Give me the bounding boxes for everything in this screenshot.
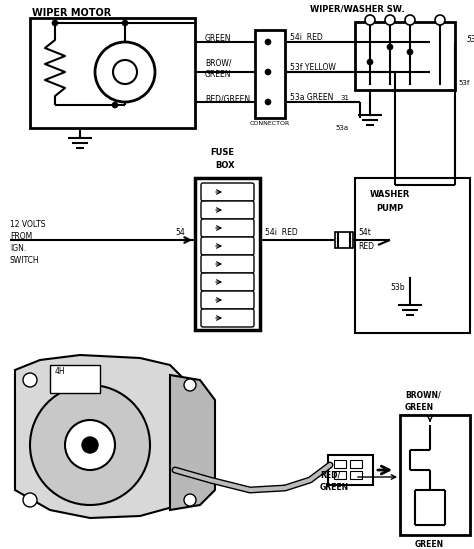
Text: 53a GREEN: 53a GREEN xyxy=(290,93,333,102)
Bar xyxy=(400,415,470,535)
Text: GREEN: GREEN xyxy=(320,483,349,492)
Circle shape xyxy=(367,59,373,65)
Circle shape xyxy=(405,15,415,25)
Text: 54i  RED: 54i RED xyxy=(265,228,298,237)
Circle shape xyxy=(95,42,155,102)
Circle shape xyxy=(378,213,442,277)
Text: 536: 536 xyxy=(467,35,474,44)
Bar xyxy=(195,178,260,330)
Circle shape xyxy=(435,15,445,25)
Circle shape xyxy=(30,385,150,505)
FancyBboxPatch shape xyxy=(201,255,254,273)
Circle shape xyxy=(265,39,271,45)
Bar xyxy=(30,18,195,128)
Text: 12 VOLTS: 12 VOLTS xyxy=(10,220,46,229)
Bar xyxy=(335,232,353,248)
Text: GREEN: GREEN xyxy=(205,34,231,43)
Bar xyxy=(328,455,373,485)
Text: RED/GREEN: RED/GREEN xyxy=(205,94,250,103)
Circle shape xyxy=(407,49,413,55)
Text: GREEN: GREEN xyxy=(205,70,231,79)
Text: BROW/: BROW/ xyxy=(205,58,231,67)
Circle shape xyxy=(184,379,196,391)
Circle shape xyxy=(122,20,128,26)
Circle shape xyxy=(387,44,393,50)
Text: 53b: 53b xyxy=(390,283,405,292)
FancyBboxPatch shape xyxy=(201,291,254,309)
Text: 4H: 4H xyxy=(55,367,65,376)
Text: FUSE: FUSE xyxy=(210,148,234,157)
Text: RED/: RED/ xyxy=(320,470,340,479)
Text: IGN.: IGN. xyxy=(10,244,26,253)
Circle shape xyxy=(265,69,271,75)
Text: WIPER/WASHER SW.: WIPER/WASHER SW. xyxy=(310,5,405,14)
Text: RED: RED xyxy=(358,242,374,251)
FancyBboxPatch shape xyxy=(201,183,254,201)
Text: WASHER: WASHER xyxy=(370,190,410,199)
Bar xyxy=(255,30,285,118)
FancyBboxPatch shape xyxy=(201,219,254,237)
Circle shape xyxy=(82,437,98,453)
Text: 53f YELLOW: 53f YELLOW xyxy=(290,63,336,72)
Circle shape xyxy=(184,494,196,506)
Text: WIPER MOTOR: WIPER MOTOR xyxy=(32,8,111,18)
Text: BOX: BOX xyxy=(215,161,235,170)
Bar xyxy=(355,178,470,333)
Text: GREEN: GREEN xyxy=(405,403,434,412)
Circle shape xyxy=(265,99,271,105)
Text: GREEN: GREEN xyxy=(415,540,444,549)
Circle shape xyxy=(365,15,375,25)
Text: CONNECTOR: CONNECTOR xyxy=(250,121,290,126)
Bar xyxy=(402,185,418,201)
Text: 54: 54 xyxy=(175,228,185,237)
Text: 53a: 53a xyxy=(335,125,348,131)
Text: SWITCH: SWITCH xyxy=(10,256,40,265)
Text: 31: 31 xyxy=(340,95,349,101)
Circle shape xyxy=(112,102,118,108)
Bar xyxy=(355,22,455,90)
Polygon shape xyxy=(15,355,200,518)
Circle shape xyxy=(23,373,37,387)
Circle shape xyxy=(52,20,58,26)
FancyBboxPatch shape xyxy=(201,309,254,327)
FancyBboxPatch shape xyxy=(201,273,254,291)
Text: 53f: 53f xyxy=(458,80,469,86)
Circle shape xyxy=(397,232,423,258)
Bar xyxy=(350,471,362,479)
FancyBboxPatch shape xyxy=(201,201,254,219)
Text: 54t: 54t xyxy=(358,228,371,237)
Text: PUMP: PUMP xyxy=(376,204,403,213)
FancyBboxPatch shape xyxy=(201,237,254,255)
Circle shape xyxy=(65,420,115,470)
Polygon shape xyxy=(170,375,215,510)
Bar xyxy=(334,460,346,468)
Bar xyxy=(350,460,362,468)
Bar xyxy=(334,471,346,479)
Circle shape xyxy=(113,60,137,84)
Text: FROM: FROM xyxy=(10,232,32,241)
Circle shape xyxy=(385,15,395,25)
Bar xyxy=(50,365,100,393)
Circle shape xyxy=(23,493,37,507)
Text: BROWN/: BROWN/ xyxy=(405,390,441,399)
Text: 54i  RED: 54i RED xyxy=(290,33,323,42)
